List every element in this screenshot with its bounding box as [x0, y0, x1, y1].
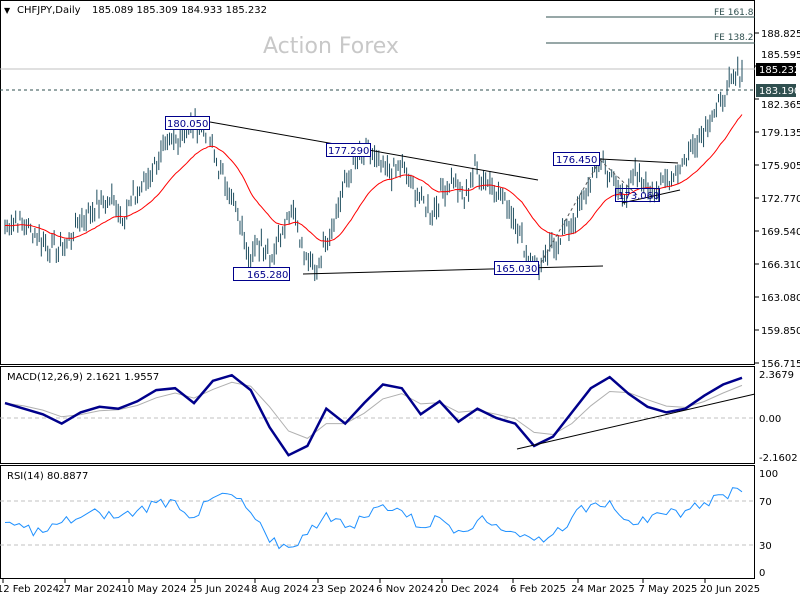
macd-signal-line [4, 381, 743, 439]
flag-bottom-line [621, 189, 681, 204]
macd-trendline [516, 393, 756, 450]
svg-text:165.030: 165.030 [496, 264, 537, 275]
time-tick-label: 12 Feb 2024 [0, 584, 59, 595]
macd-title: MACD(12,26,9) 2.1621 1.9557 [7, 372, 159, 383]
label-173060: 173.060 [615, 188, 660, 202]
level-price-tag: 183.190 [756, 84, 800, 97]
rsi-tick-0: 0 [759, 568, 765, 579]
price-tick-label: 166.310 [761, 260, 800, 271]
svg-text:185.232: 185.232 [759, 65, 800, 76]
price-tick-label: 163.080 [761, 293, 800, 304]
time-tick-label: 24 Mar 2025 [571, 584, 634, 595]
rsi-tick-100: 100 [759, 469, 778, 480]
time-axis: 12 Feb 2024 27 Mar 2024 10 May 2024 25 Jun … [0, 579, 760, 595]
svg-text:177.290: 177.290 [328, 146, 369, 157]
label-165030: 165.030 [494, 261, 539, 275]
time-tick-label: 27 Mar 2024 [58, 584, 121, 595]
support-trendline [302, 265, 604, 275]
rsi-tick-70: 70 [759, 497, 772, 508]
price-tick-label: 172.770 [761, 194, 800, 205]
price-tick-label: 156.715 [761, 359, 800, 370]
label-180050: 180.050 [165, 116, 210, 130]
price-tick-label: 188.825 [761, 29, 800, 40]
wave-line [599, 159, 638, 196]
fe-161-label: FE 161.8 [714, 8, 754, 18]
fe-138-label: FE 138.2 [714, 33, 754, 43]
time-tick-label: 8 Aug 2024 [251, 584, 309, 595]
price-tick-label: 159.850 [761, 326, 800, 337]
ohlc-values: 185.089 185.309 184.933 185.232 [92, 5, 267, 16]
label-176450: 176.450 [553, 152, 600, 166]
moving-average-line [4, 114, 743, 242]
price-axis: 188.825 185.595 182.365 179.135 175.905 172.7… [755, 29, 800, 370]
macd-tick-min: -2.1602 [759, 453, 798, 464]
rsi-line [4, 487, 743, 550]
time-tick-label: 20 Dec 2024 [435, 584, 499, 595]
resistance-trendline [209, 121, 539, 181]
svg-text:183.190: 183.190 [759, 86, 800, 97]
macd-panel [0, 366, 755, 464]
svg-text:176.450: 176.450 [556, 155, 597, 166]
price-panel [0, 0, 755, 365]
macd-tick-zero: 0.00 [759, 414, 781, 425]
rsi-tick-30: 30 [759, 541, 772, 552]
svg-text:165.280: 165.280 [247, 270, 288, 281]
time-tick-label: 6 Feb 2025 [510, 584, 566, 595]
svg-text:180.050: 180.050 [167, 119, 208, 130]
time-tick-label: 20 Jun 2025 [700, 584, 760, 595]
flag-top-line [599, 158, 679, 164]
current-price-tag: 185.232 [756, 63, 800, 76]
symbol-label: CHFJPY,Daily [17, 5, 81, 16]
collapse-arrow-icon[interactable]: ▼ [4, 6, 11, 15]
price-tick-label: 169.540 [761, 227, 800, 238]
time-tick-label: 23 Sep 2024 [311, 584, 374, 595]
time-tick-label: 25 Jun 2024 [190, 584, 250, 595]
price-tick-label: 175.905 [761, 161, 800, 172]
label-165280: 165.280 [233, 267, 290, 281]
time-tick-label: 10 May 2024 [121, 584, 186, 595]
wave-line [537, 159, 601, 269]
rsi-panel [0, 465, 755, 579]
price-tick-label: 185.595 [761, 50, 800, 61]
macd-tick-max: 2.3679 [759, 370, 794, 381]
time-tick-label: 6 Nov 2024 [376, 584, 434, 595]
svg-text:173.060: 173.060 [618, 191, 659, 202]
label-177290: 177.290 [326, 143, 371, 157]
time-tick-label: 7 May 2025 [639, 584, 698, 595]
price-tick-label: 179.135 [761, 128, 800, 139]
rsi-title: RSI(14) 80.8877 [7, 471, 88, 482]
macd-line [4, 373, 743, 457]
price-tick-label: 182.365 [761, 100, 800, 111]
watermark: Action Forex [263, 34, 399, 59]
